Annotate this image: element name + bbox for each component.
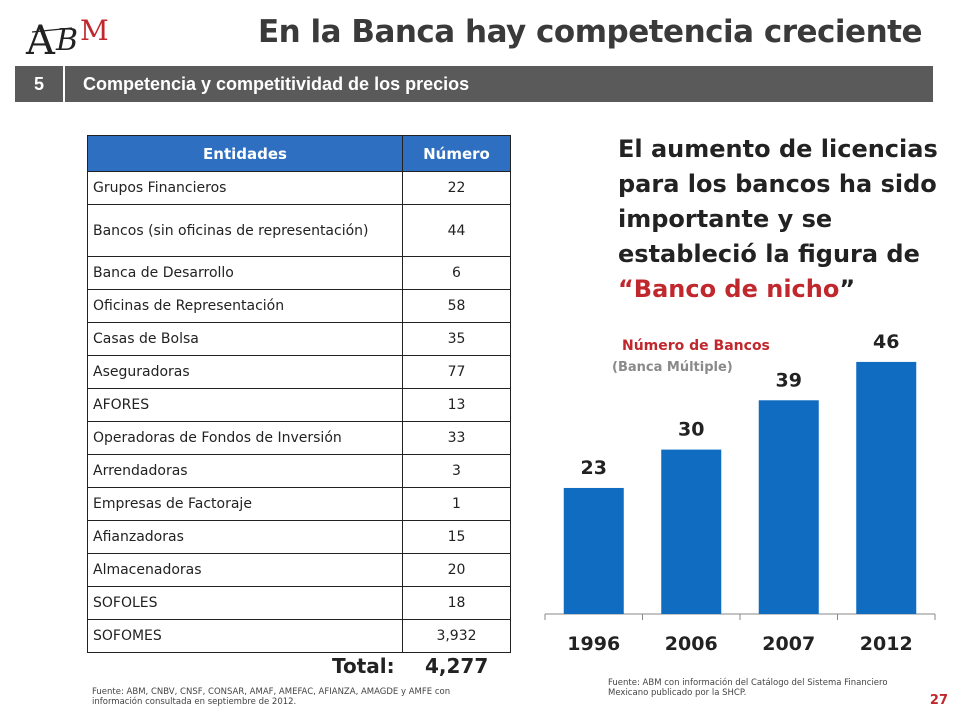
number-cell: 22 [402, 171, 511, 205]
entity-cell: Bancos (sin oficinas de representación) [87, 204, 403, 257]
number-cell: 35 [402, 322, 511, 356]
entity-cell: Afianzadoras [87, 520, 403, 554]
entity-cell: Banca de Desarrollo [87, 256, 403, 290]
entity-cell: SOFOLES [87, 586, 403, 620]
number-cell: 77 [402, 355, 511, 389]
table-row: AFORES 13 [87, 388, 511, 422]
table-row: SOFOLES 18 [87, 586, 511, 620]
page-number: 27 [929, 693, 948, 708]
table-row: Grupos Financieros 22 [87, 171, 511, 205]
chart-subtitle: (Banca Múltiple) [612, 360, 733, 375]
headline: El aumento de licencias para los bancos … [618, 132, 938, 307]
section-number: 5 [15, 66, 65, 102]
svg-text:M: M [80, 14, 109, 47]
entity-cell: Operadoras de Fondos de Inversión [87, 421, 403, 455]
table-row: Oficinas de Representación 58 [87, 289, 511, 323]
table-header-row: Entidades Número [87, 135, 511, 172]
entity-cell: Aseguradoras [87, 355, 403, 389]
headline-quote-close: ” [839, 275, 856, 303]
entity-cell: SOFOMES [87, 619, 403, 653]
x-tick-label-2007: 2007 [762, 633, 815, 655]
chart-title: Número de Bancos [622, 338, 770, 354]
bar-2006 [661, 449, 722, 614]
number-cell: 3,932 [402, 619, 511, 653]
headline-quote-open: “ [618, 275, 634, 303]
data-label-2012: 46 [873, 331, 899, 353]
svg-text:B: B [55, 23, 78, 58]
svg-text:A: A [25, 18, 56, 62]
column-header-numero: Número [402, 135, 511, 172]
table-row: Operadoras de Fondos de Inversión 33 [87, 421, 511, 455]
number-cell: 33 [402, 421, 511, 455]
table-row: Almacenadoras 20 [87, 553, 511, 587]
table-row: Casas de Bolsa 35 [87, 322, 511, 356]
table-row: Banca de Desarrollo 6 [87, 256, 511, 290]
chart-source-note: Fuente: ABM con información del Catálogo… [608, 678, 888, 698]
table-source-note: Fuente: ABM, CNBV, CNSF, CONSAR, AMAF, A… [92, 687, 451, 707]
entity-cell: AFORES [87, 388, 403, 422]
x-tick-label-1996: 1996 [567, 633, 620, 655]
number-cell: 6 [402, 256, 511, 290]
entity-cell: Empresas de Factoraje [87, 487, 403, 521]
abm-logo: A B M [25, 14, 109, 62]
total-value: 4,277 [425, 654, 489, 678]
x-tick-label-2012: 2012 [860, 633, 913, 655]
number-cell: 13 [402, 388, 511, 422]
data-label-1996: 23 [581, 457, 607, 479]
total-label: Total: [332, 654, 395, 678]
bar-2012 [856, 361, 917, 614]
table-row: Empresas de Factoraje 1 [87, 487, 511, 521]
number-cell: 15 [402, 520, 511, 554]
table-row: Aseguradoras 77 [87, 355, 511, 389]
entity-cell: Almacenadoras [87, 553, 403, 587]
data-label-2006: 30 [678, 419, 704, 441]
table-row: Afianzadoras 15 [87, 520, 511, 554]
column-header-entidades: Entidades [87, 135, 403, 172]
headline-text: El aumento de licencias para los bancos … [618, 135, 938, 268]
number-cell: 18 [402, 586, 511, 620]
number-cell: 3 [402, 454, 511, 488]
number-cell: 20 [402, 553, 511, 587]
number-cell: 58 [402, 289, 511, 323]
table-row: SOFOMES 3,932 [87, 619, 511, 653]
entity-cell: Arrendadoras [87, 454, 403, 488]
entity-cell: Casas de Bolsa [87, 322, 403, 356]
headline-highlight: Banco de nicho [633, 275, 840, 303]
bar-1996 [563, 487, 624, 614]
bank-count-chart: 23 1996 30 2006 39 2007 46 2012 [544, 331, 936, 655]
table-row: Bancos (sin oficinas de representación) 4… [87, 204, 511, 257]
entity-cell: Grupos Financieros [87, 171, 403, 205]
slide-title: En la Banca hay competencia creciente [257, 14, 923, 50]
bar-2007 [758, 400, 819, 614]
data-label-2007: 39 [776, 369, 802, 391]
table-row: Arrendadoras 3 [87, 454, 511, 488]
x-tick-label-2006: 2006 [665, 633, 718, 655]
number-cell: 1 [402, 487, 511, 521]
entities-table: Entidades Número Grupos Financieros 22 Ba… [87, 135, 511, 653]
number-cell: 44 [402, 204, 511, 257]
section-title: Competencia y competitividad de los prec… [83, 73, 470, 94]
entity-cell: Oficinas de Representación [87, 289, 403, 323]
section-bar: 5 Competencia y competitividad de los pr… [15, 66, 933, 102]
